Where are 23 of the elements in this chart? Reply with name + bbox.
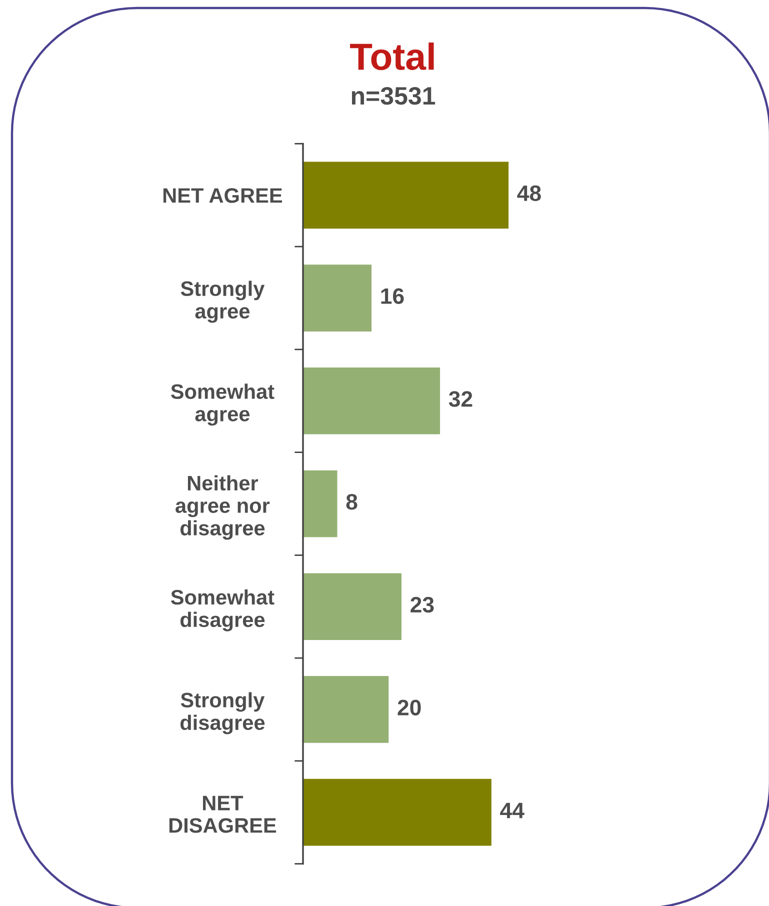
y-tick-label: Strongly disagree <box>180 692 265 734</box>
bar <box>303 676 389 743</box>
y-tick-label: Somewhat disagree <box>170 589 274 632</box>
y-tick-label: Strongly agree <box>180 280 265 323</box>
data-label: 16 <box>381 288 404 304</box>
chart-title: Total <box>350 42 434 70</box>
bar <box>303 162 509 229</box>
y-tick-label: Neither agree nor disagree <box>176 475 270 540</box>
y-tick-label: Somewhat agree <box>170 384 274 426</box>
y-tick-label: NET AGREE <box>163 188 282 203</box>
data-label: 44 <box>500 802 524 818</box>
chart-subtitle: n=3531 <box>352 87 436 105</box>
bar <box>303 264 372 332</box>
bar <box>303 470 338 538</box>
data-label: 23 <box>410 596 434 613</box>
bar <box>303 778 492 846</box>
bar <box>303 367 440 434</box>
bar <box>303 573 402 640</box>
y-tick-label: NET DISAGREE <box>169 796 276 833</box>
data-label: 8 <box>346 494 358 510</box>
data-label: 20 <box>398 700 421 716</box>
data-label: 32 <box>448 391 472 407</box>
data-label: 48 <box>517 185 541 202</box>
